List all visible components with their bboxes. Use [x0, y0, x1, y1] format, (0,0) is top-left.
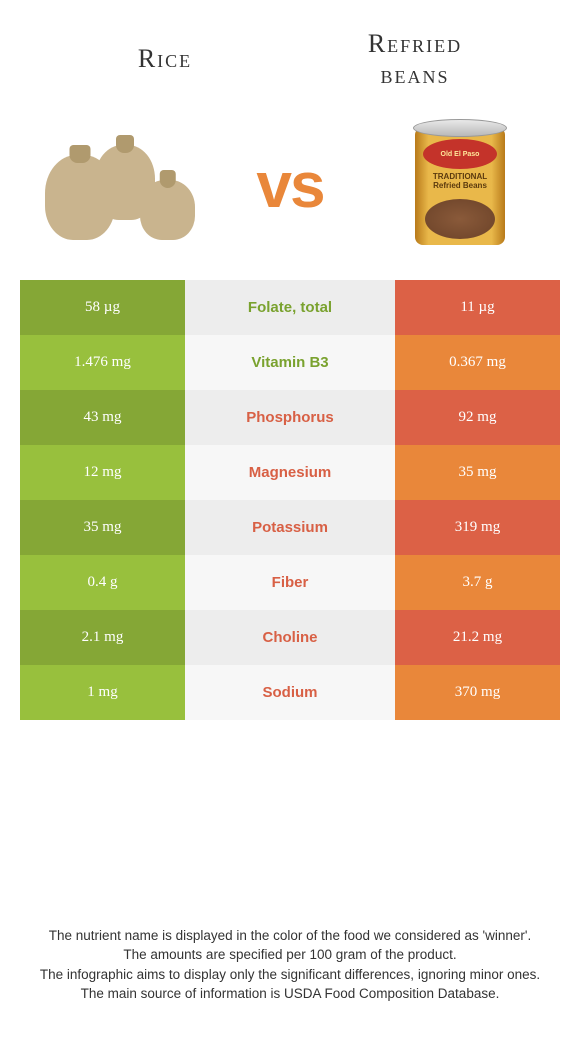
can-label: TRADITIONAL Refried Beans	[419, 173, 501, 191]
value-left: 35 mg	[20, 500, 185, 555]
table-row: 0.4 gFiber3.7 g	[20, 555, 560, 610]
footer-notes: The nutrient name is displayed in the co…	[20, 926, 560, 1004]
value-right: 21.2 mg	[395, 610, 560, 665]
vs-label: vs	[256, 148, 323, 222]
beans-can-image: Old El Paso TRADITIONAL Refried Beans	[380, 120, 540, 250]
header-row: Rice Refried beans	[0, 0, 580, 100]
title-right: Refried beans	[290, 28, 540, 90]
footer-line-2: The amounts are specified per 100 gram o…	[20, 945, 560, 965]
table-row: 2.1 mgCholine21.2 mg	[20, 610, 560, 665]
nutrient-label: Vitamin B3	[185, 335, 395, 390]
value-left: 58 µg	[20, 280, 185, 335]
title-right-line1: Refried	[368, 29, 462, 58]
table-row: 12 mgMagnesium35 mg	[20, 445, 560, 500]
footer-line-1: The nutrient name is displayed in the co…	[20, 926, 560, 946]
table-row: 1.476 mgVitamin B30.367 mg	[20, 335, 560, 390]
nutrient-label: Magnesium	[185, 445, 395, 500]
value-right: 0.367 mg	[395, 335, 560, 390]
value-right: 92 mg	[395, 390, 560, 445]
nutrient-label: Choline	[185, 610, 395, 665]
value-left: 0.4 g	[20, 555, 185, 610]
nutrient-label: Potassium	[185, 500, 395, 555]
footer-line-3: The infographic aims to display only the…	[20, 965, 560, 985]
nutrient-label: Phosphorus	[185, 390, 395, 445]
table-row: 1 mgSodium370 mg	[20, 665, 560, 720]
value-right: 35 mg	[395, 445, 560, 500]
value-left: 1.476 mg	[20, 335, 185, 390]
value-left: 1 mg	[20, 665, 185, 720]
rice-image	[40, 120, 200, 250]
value-left: 2.1 mg	[20, 610, 185, 665]
table-row: 35 mgPotassium319 mg	[20, 500, 560, 555]
value-right: 11 µg	[395, 280, 560, 335]
table-row: 58 µgFolate, total11 µg	[20, 280, 560, 335]
nutrient-label: Fiber	[185, 555, 395, 610]
value-left: 43 mg	[20, 390, 185, 445]
value-right: 370 mg	[395, 665, 560, 720]
title-left: Rice	[40, 44, 290, 74]
value-right: 3.7 g	[395, 555, 560, 610]
comparison-table: 58 µgFolate, total11 µg1.476 mgVitamin B…	[20, 280, 560, 720]
footer-line-4: The main source of information is USDA F…	[20, 984, 560, 1004]
title-right-line2: beans	[380, 60, 449, 89]
nutrient-label: Folate, total	[185, 280, 395, 335]
table-row: 43 mgPhosphorus92 mg	[20, 390, 560, 445]
value-right: 319 mg	[395, 500, 560, 555]
nutrient-label: Sodium	[185, 665, 395, 720]
value-left: 12 mg	[20, 445, 185, 500]
images-row: vs Old El Paso TRADITIONAL Refried Beans	[0, 100, 580, 280]
